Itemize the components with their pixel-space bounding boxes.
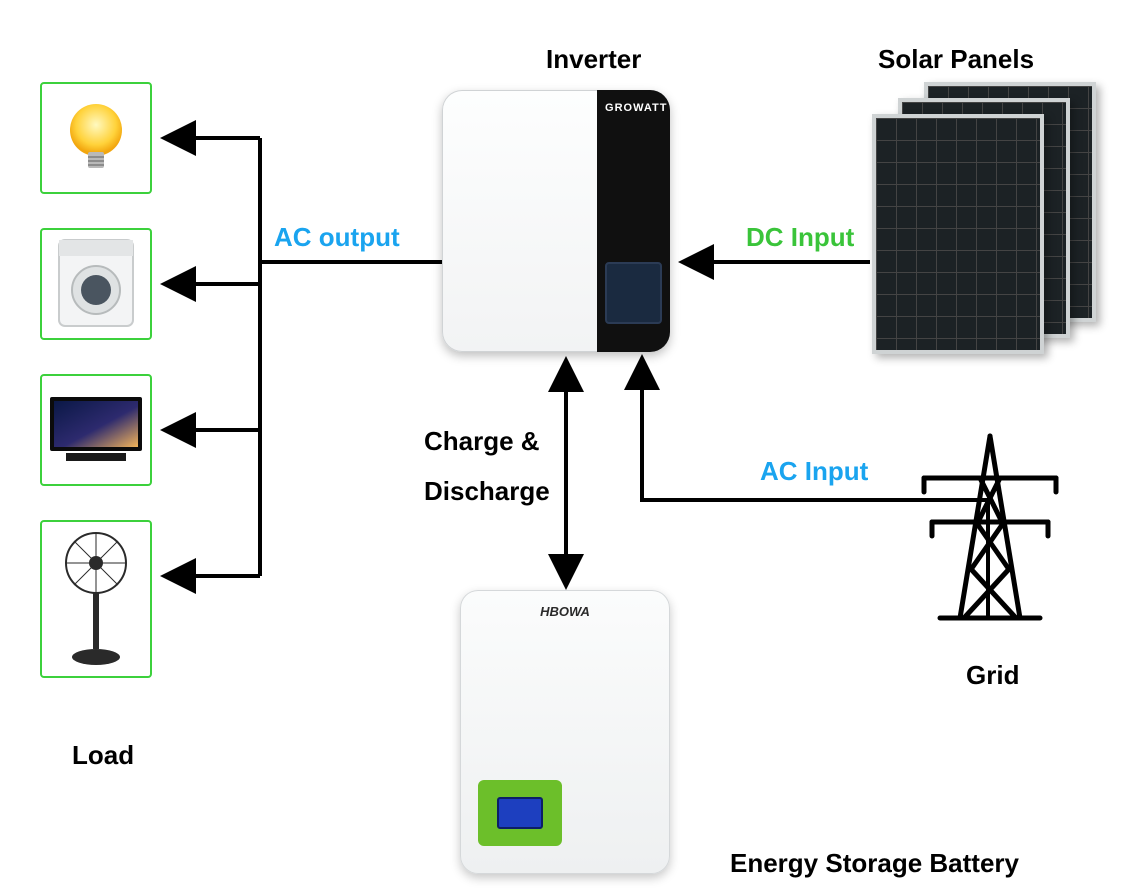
battery-brand: HBOWA: [460, 604, 670, 619]
load-title: Load: [72, 740, 134, 771]
battery-title: Energy Storage Battery: [730, 848, 1019, 879]
battery-screen-block: [478, 780, 562, 846]
load-fan-icon: [40, 520, 152, 678]
battery-device: HBOWA: [460, 590, 670, 874]
load-bulb-icon: [40, 82, 152, 194]
inverter-title: Inverter: [546, 44, 641, 75]
charge-label-1: Charge &: [424, 426, 540, 457]
load-tv-icon: [40, 374, 152, 486]
load-washer-icon: [40, 228, 152, 340]
grid-title: Grid: [966, 660, 1019, 691]
ac-input-label: AC Input: [760, 456, 868, 487]
charge-label-2: Discharge: [424, 476, 550, 507]
inverter-device: GROWATT: [442, 90, 670, 352]
solar-title: Solar Panels: [878, 44, 1034, 75]
solar-panels: [870, 82, 1120, 362]
dc-input-label: DC Input: [746, 222, 854, 253]
inverter-brand: GROWATT: [605, 102, 662, 114]
grid-tower-icon: [910, 428, 1070, 633]
ac-output-label: AC output: [274, 222, 400, 253]
inverter-screen: [605, 262, 662, 324]
